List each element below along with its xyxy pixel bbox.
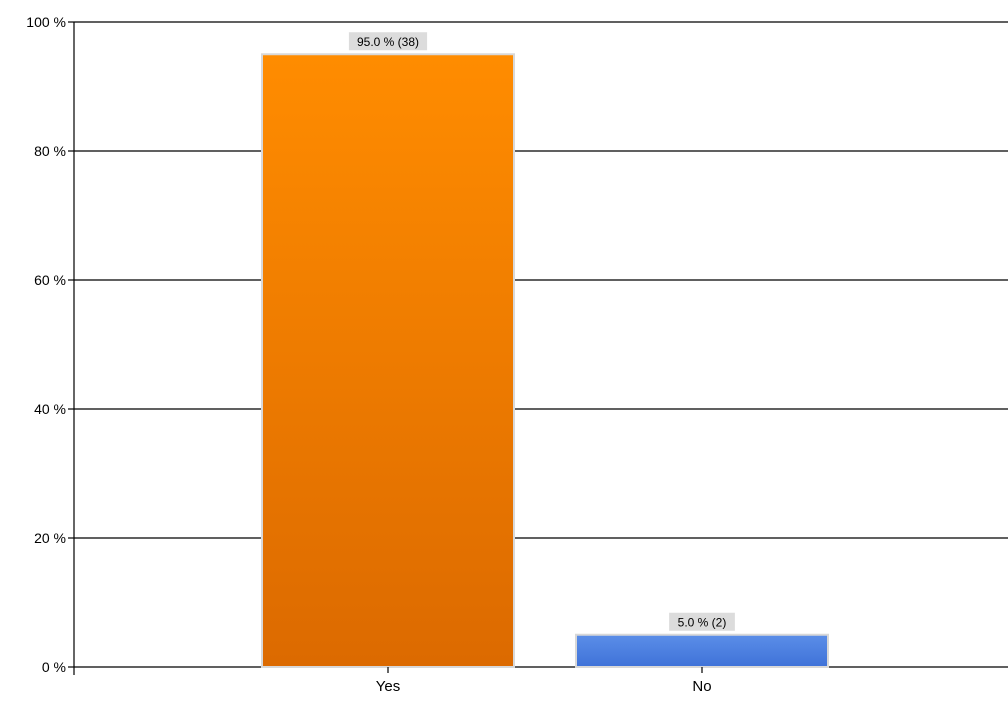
- y-tick-label: 20 %: [34, 530, 66, 546]
- y-tick-label: 40 %: [34, 401, 66, 417]
- x-axis-ticks: Yes No: [376, 667, 712, 695]
- bar-yes: [261, 53, 515, 668]
- data-label-yes: 95.0 % (38): [357, 35, 419, 49]
- y-tick-label: 60 %: [34, 272, 66, 288]
- data-labels: 95.0 % (38) 5.0 % (2): [348, 32, 735, 631]
- y-tick-label: 80 %: [34, 143, 66, 159]
- y-tick-label: 0 %: [42, 659, 66, 675]
- y-tick-label: 100 %: [26, 14, 66, 30]
- x-tick-label-no: No: [692, 678, 711, 695]
- bars: [261, 53, 829, 668]
- data-label-no: 5.0 % (2): [678, 615, 727, 629]
- data-label-background: [669, 612, 735, 631]
- y-axis-ticks: 0 % 20 % 40 % 60 % 80 % 100 %: [26, 14, 74, 675]
- axes: [73, 22, 1008, 675]
- x-tick-label-yes: Yes: [376, 678, 400, 695]
- data-label-background: [348, 32, 428, 51]
- bar-no: [575, 633, 829, 668]
- grid-lines: [74, 21, 1008, 539]
